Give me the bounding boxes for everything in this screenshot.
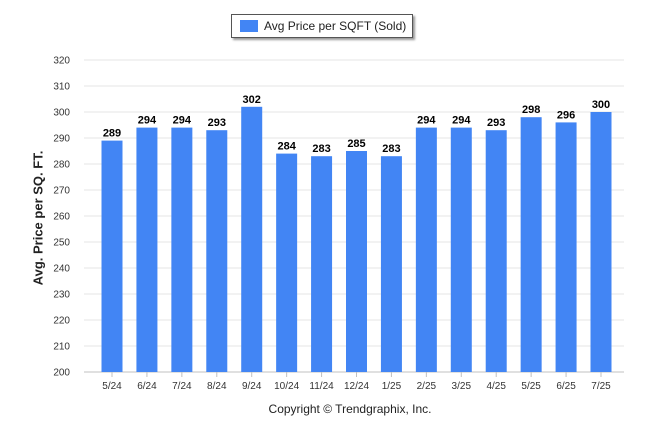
data-label: 284 (277, 141, 296, 153)
data-label: 298 (522, 104, 540, 116)
bar (555, 122, 577, 373)
x-tick-label: 5/24 (102, 381, 122, 392)
data-label: 300 (592, 99, 610, 111)
y-tick-label: 290 (53, 134, 70, 145)
legend[interactable]: Avg Price per SQFT (Sold) (231, 14, 413, 38)
x-tick-label: 12/24 (344, 381, 369, 392)
y-tick-label: 230 (53, 290, 70, 301)
x-tick-label: 5/25 (521, 381, 541, 392)
legend-label: Avg Price per SQFT (Sold) (264, 19, 407, 33)
x-tick-label: 3/25 (452, 381, 472, 392)
data-label: 296 (557, 109, 575, 121)
copyright-text: Copyright © Trendgraphix, Inc. (268, 402, 432, 416)
bar (241, 106, 263, 373)
data-label: 293 (208, 117, 226, 129)
bar (136, 127, 158, 372)
y-tick-label: 310 (53, 82, 70, 93)
y-tick-label: 200 (53, 368, 70, 379)
data-label: 285 (347, 138, 365, 150)
y-tick-label: 270 (53, 186, 70, 197)
data-label: 294 (173, 115, 192, 127)
x-tick-label: 2/25 (417, 381, 437, 392)
data-label: 302 (243, 94, 261, 106)
x-tick-label: 1/25 (382, 381, 402, 392)
y-tick-label: 210 (53, 342, 70, 353)
bar (380, 156, 402, 372)
data-label: 289 (103, 128, 121, 140)
bar (450, 127, 472, 372)
x-tick-label: 7/24 (172, 381, 192, 392)
y-tick-label: 320 (53, 56, 70, 67)
bar (590, 112, 612, 372)
y-tick-label: 220 (53, 316, 70, 327)
x-tick-label: 8/24 (207, 381, 227, 392)
data-label: 294 (138, 115, 157, 127)
bar (485, 130, 507, 372)
x-tick-label: 6/24 (137, 381, 157, 392)
data-label: 283 (382, 143, 400, 155)
bar (171, 127, 193, 372)
x-tick-label: 7/25 (591, 381, 611, 392)
y-tick-label: 280 (53, 160, 70, 171)
data-label: 294 (452, 115, 471, 127)
x-tick-label: 10/24 (274, 381, 299, 392)
bar (415, 127, 437, 372)
bar (206, 130, 228, 372)
data-label: 293 (487, 117, 505, 129)
bar (101, 140, 123, 372)
y-tick-label: 260 (53, 212, 70, 223)
bar (276, 153, 298, 372)
bar (311, 156, 333, 372)
y-tick-label: 240 (53, 264, 70, 275)
legend-swatch (240, 20, 258, 32)
x-tick-label: 6/25 (556, 381, 576, 392)
bar (520, 117, 542, 372)
y-tick-label: 250 (53, 238, 70, 249)
x-tick-label: 4/25 (486, 381, 506, 392)
data-label: 283 (312, 143, 330, 155)
x-tick-label: 11/24 (309, 381, 334, 392)
y-tick-label: 300 (53, 108, 70, 119)
data-label: 294 (417, 115, 436, 127)
bar (346, 151, 367, 372)
x-tick-label: 9/24 (242, 381, 262, 392)
